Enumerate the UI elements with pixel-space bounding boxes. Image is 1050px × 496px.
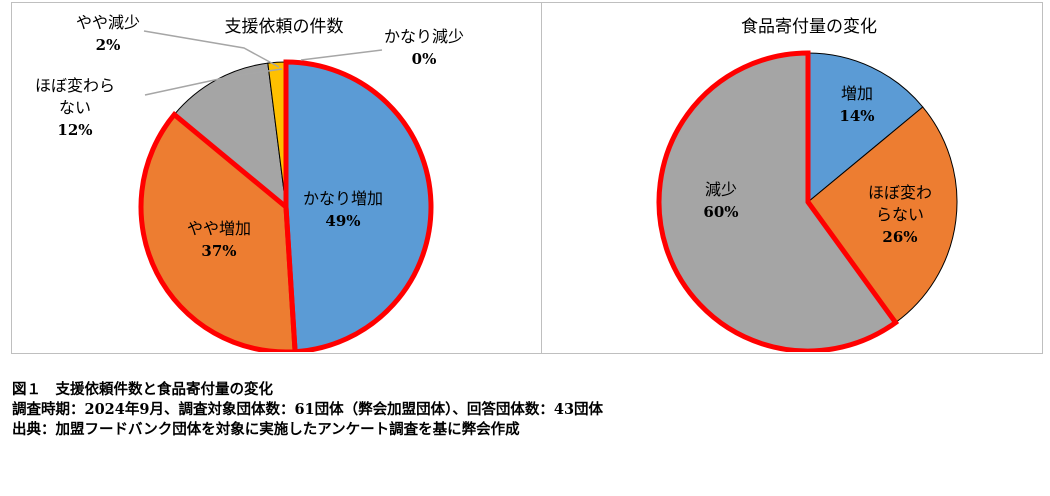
donations-category-label-1: らない <box>876 205 924 224</box>
donations-value-label-0: 14% <box>839 107 874 125</box>
requests-value-label-3: 2% <box>96 36 121 54</box>
donations-slice-1 <box>807 106 958 324</box>
figure-caption: 図１ 支援依頼件数と食品寄付量の変化 調査時期：2024年9月、調査対象団体数：… <box>12 380 1032 440</box>
caption-survey-info: 調査時期：2024年9月、調査対象団体数：61団体（弊会加盟団体）、回答団体数：… <box>12 401 604 418</box>
requests-leader-line-3 <box>143 30 280 68</box>
requests-category-label-2: ほぼ変わら <box>35 76 115 95</box>
requests-leader-line-2 <box>144 68 283 96</box>
requests-value-label-0: 49% <box>325 212 360 230</box>
donations-highlight-outline-2 <box>656 50 900 352</box>
requests-category-label-1: やや増加 <box>187 219 251 238</box>
requests-leader-line-4 <box>300 49 383 61</box>
chart-divider <box>541 2 542 354</box>
requests-value-label-1: 37% <box>201 242 236 260</box>
requests-category-label-3: やや減少 <box>76 13 140 32</box>
requests-category-label-4: かなり減少 <box>384 27 464 46</box>
donations-value-label-1: 26% <box>882 228 917 246</box>
requests-highlight-outline-1 <box>138 111 298 352</box>
donations-category-label-1: ほぼ変わ <box>868 183 932 202</box>
donations-slice-0 <box>807 52 924 204</box>
requests-highlight-outline-0 <box>283 59 434 352</box>
donations-category-label-0: 増加 <box>841 84 873 103</box>
donations-value-label-2: 60% <box>703 203 738 221</box>
requests-value-label-2: 12% <box>57 121 92 139</box>
donations-category-label-2: 減少 <box>705 180 737 199</box>
caption-source: 出典：加盟フードバンク団体を対象に実施したアンケート調査を基に弊会作成 <box>12 421 520 438</box>
caption-title: 図１ 支援依頼件数と食品寄付量の変化 <box>12 381 273 398</box>
requests-value-label-4: 0% <box>412 50 437 68</box>
figure-frame <box>11 2 1043 354</box>
donations-chart-title: 食品寄付量の変化 <box>741 17 877 37</box>
requests-chart-title: 支援依頼の件数 <box>225 17 344 37</box>
requests-category-label-2: ない <box>59 98 91 117</box>
requests-category-label-0: かなり増加 <box>303 189 383 208</box>
